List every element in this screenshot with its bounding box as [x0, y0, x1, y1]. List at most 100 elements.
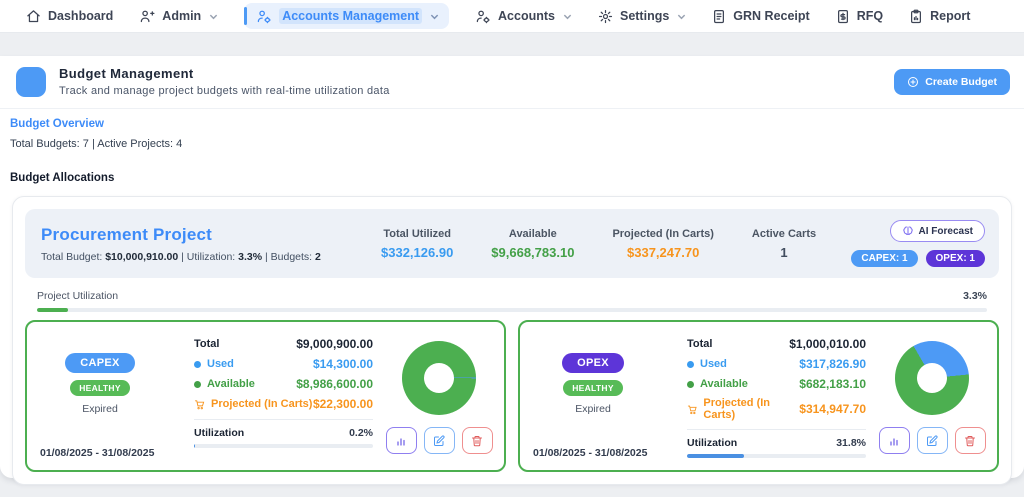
trash-icon [965, 435, 975, 446]
used-label: Used [700, 358, 727, 370]
budget-utilization-fill [687, 454, 744, 458]
utilization-value: 31.8% [836, 437, 866, 449]
budget-status-pill: HEALTHY [563, 380, 623, 396]
nav-item-dashboard[interactable]: Dashboard [26, 9, 113, 24]
meta-value: $10,000,910.00 [105, 250, 179, 263]
main-panel: Budget Management Track and manage proje… [0, 56, 1024, 485]
projected-label: Projected (In Carts) [703, 397, 771, 421]
home-icon [27, 9, 40, 22]
nav-item-accounts-management[interactable]: Accounts Management [244, 3, 450, 29]
utilization-label: Utilization [687, 437, 738, 449]
nav-item-settings[interactable]: Settings [598, 9, 686, 24]
nav-label: Settings [619, 9, 670, 23]
project-utilization-bar [37, 308, 987, 312]
plus-circle-icon [908, 76, 919, 87]
page-header: Budget Management Track and manage proje… [0, 56, 1024, 109]
budget-utilization-bar [687, 454, 866, 458]
nav-label: Accounts [498, 9, 555, 23]
meta-value: 2 [315, 250, 321, 263]
budget-cards-row: CAPEX HEALTHY Expired 01/08/2025 - 31/08… [25, 320, 999, 472]
nav-label: Admin [162, 9, 202, 23]
document-dollar-icon [837, 9, 848, 23]
person-plus-icon [141, 10, 155, 22]
bar-chart-icon [890, 437, 898, 446]
project-name: Procurement Project [41, 224, 213, 244]
project-utilization-fill [37, 308, 69, 312]
bar-chart-icon [397, 437, 405, 446]
budget-overview-link[interactable]: Budget Overview [10, 118, 104, 130]
nav-item-admin[interactable]: Admin [139, 9, 218, 24]
trash-icon [472, 435, 482, 446]
used-value: $317,826.90 [799, 357, 866, 371]
create-budget-label: Create Budget [925, 75, 997, 88]
person-gear-icon [257, 10, 271, 23]
project-utilization-label: Project Utilization [37, 290, 119, 302]
budget-date-range: 01/08/2025 - 31/08/2025 [40, 447, 155, 459]
project-summary-strip: Procurement Project Total Budget: $10,00… [25, 209, 999, 278]
stat-value: $337,247.70 [627, 244, 700, 260]
create-budget-button[interactable]: Create Budget [894, 68, 1010, 95]
analytics-button[interactable] [385, 427, 417, 454]
document-lines-icon [714, 9, 725, 23]
budget-app-icon [16, 66, 46, 97]
chevron-down-icon [678, 14, 686, 19]
total-value: $1,000,010.00 [789, 337, 866, 351]
budget-card-opex: OPEX HEALTHY Expired 01/08/2025 - 31/08/… [518, 320, 999, 472]
available-dot-icon [194, 380, 201, 388]
budget-type-pill: OPEX [562, 353, 624, 373]
stat-available: Available $9,668,783.10 [491, 228, 574, 260]
meta-label: | Budgets: [262, 250, 316, 263]
budget-card-actions [385, 427, 493, 454]
available-label: Available [207, 378, 255, 390]
stat-total-utilized: Total Utilized $332,126.90 [381, 228, 453, 260]
edit-pencil-icon [434, 434, 445, 446]
nav-label: Accounts Management [279, 8, 423, 24]
budget-card-chart-area [878, 335, 986, 459]
stat-value: $9,668,783.10 [491, 244, 575, 260]
budget-count-pills: CAPEX: 1 OPEX: 1 [851, 250, 985, 267]
stat-label: Projected (In Carts) [612, 227, 714, 240]
delete-button[interactable] [461, 427, 493, 454]
page-subtitle: Track and manage project budgets with re… [59, 85, 390, 97]
stat-value: $332,126.90 [381, 244, 454, 260]
stat-label: Active Carts [751, 227, 817, 240]
analytics-button[interactable] [878, 427, 910, 454]
budget-state-text: Expired [82, 403, 118, 415]
capex-count-pill[interactable]: CAPEX: 1 [851, 250, 918, 267]
nav-item-report[interactable]: Report [909, 9, 970, 24]
budget-donut-chart [402, 341, 476, 415]
ai-forecast-label: AI Forecast [918, 225, 973, 237]
chevron-down-icon [563, 14, 572, 19]
brain-icon [902, 226, 913, 235]
edit-pencil-icon [927, 434, 938, 446]
available-value: $8,986,600.00 [296, 377, 373, 391]
projected-label: Projected (In Carts) [211, 398, 313, 410]
nav-label: Report [930, 9, 971, 23]
budget-card-capex: CAPEX HEALTHY Expired 01/08/2025 - 31/08… [25, 320, 506, 472]
opex-count-pill[interactable]: OPEX: 1 [925, 250, 985, 267]
available-value: $682,183.10 [799, 377, 866, 391]
nav-item-grn-receipt[interactable]: GRN Receipt [712, 9, 810, 24]
edit-button[interactable] [916, 427, 948, 454]
meta-value: 3.3% [238, 250, 263, 263]
cart-icon [194, 399, 205, 409]
delete-button[interactable] [954, 427, 986, 454]
available-dot-icon [687, 380, 694, 388]
nav-item-rfq[interactable]: RFQ [836, 9, 883, 24]
page-header-text: Budget Management Track and manage proje… [59, 66, 390, 97]
divider [687, 429, 866, 430]
project-meta: Total Budget: $10,000,910.00 | Utilizati… [41, 251, 371, 263]
nav-item-accounts[interactable]: Accounts [475, 9, 572, 24]
projected-value: $314,947.70 [799, 402, 866, 416]
budget-donut-chart [895, 341, 969, 415]
meta-label: | Utilization: [178, 250, 239, 263]
chevron-down-icon [210, 14, 218, 19]
chevron-down-icon [430, 14, 439, 19]
budget-card-left: CAPEX HEALTHY Expired 01/08/2025 - 31/08… [40, 335, 180, 459]
available-label: Available [700, 378, 748, 390]
edit-button[interactable] [423, 427, 455, 454]
budget-state-text: Expired [575, 403, 611, 415]
budget-allocations-title: Budget Allocations [10, 172, 115, 184]
nav-label: Dashboard [48, 9, 114, 23]
ai-forecast-button[interactable]: AI Forecast [889, 220, 985, 242]
